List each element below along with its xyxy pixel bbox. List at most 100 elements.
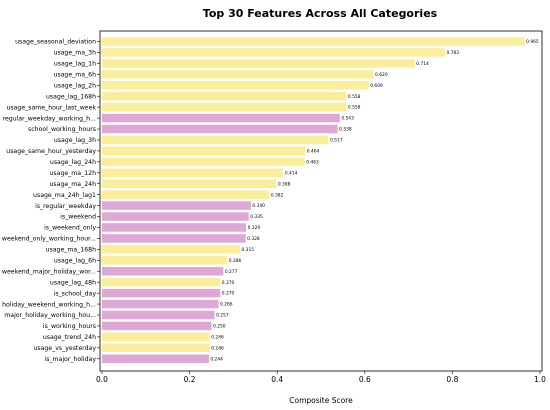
bar-2 [102, 59, 415, 68]
value-label: 0.270 [222, 280, 235, 286]
category-label: weekend_only_working_hour... [2, 236, 96, 243]
x-tick-label: 0.0 [96, 375, 108, 384]
bar-8 [102, 124, 338, 134]
bar-5 [102, 91, 347, 101]
value-label: 0.250 [213, 324, 226, 330]
value-label: 0.543 [341, 116, 354, 122]
x-tick-label: 0.6 [359, 375, 371, 384]
bar-0 [102, 37, 525, 46]
value-label: 0.538 [339, 127, 352, 133]
value-label: 0.398 [278, 181, 291, 187]
category-label: usage_lag_48h [50, 279, 96, 286]
bar-20 [102, 256, 228, 265]
bar-15 [102, 201, 251, 210]
category-label: usage_lag_3h [54, 137, 96, 144]
category-label: is_working_hours [43, 323, 96, 330]
bar-1 [102, 48, 445, 57]
x-axis-label: Composite Score [289, 396, 353, 405]
category-label: is_major_holiday [44, 356, 96, 363]
bar-28 [102, 343, 210, 353]
bar-19 [102, 245, 240, 254]
value-label: 0.244 [210, 356, 223, 362]
value-label: 0.246 [211, 334, 224, 340]
bar-13 [102, 179, 277, 188]
bar-4 [102, 81, 369, 90]
category-label: usage_ma_24h_lag1 [33, 192, 96, 199]
category-label: usage_same_hour_last_week [7, 104, 97, 111]
bar-3 [102, 70, 374, 79]
value-label: 0.329 [248, 225, 261, 231]
value-label: 0.517 [330, 138, 343, 144]
category-label: usage_ma_12h [50, 170, 97, 177]
value-label: 0.277 [225, 269, 238, 275]
category-label: usage_seasonal_deviation [15, 39, 96, 46]
bar-18 [102, 234, 246, 243]
value-label: 0.328 [247, 236, 260, 242]
bar-24 [102, 299, 219, 309]
x-axis-ticks: 0.0 0.2 0.4 0.6 0.8 1.0 [96, 371, 546, 384]
value-label: 0.286 [229, 258, 242, 264]
bar-25 [102, 310, 215, 320]
value-label: 0.558 [348, 94, 361, 100]
value-label: 0.464 [307, 149, 320, 155]
bar-27 [102, 332, 210, 342]
value-label: 0.620 [375, 72, 388, 78]
bar-26 [102, 321, 212, 331]
category-label: usage_vs_yesterday [34, 345, 97, 352]
category-label: usage_lag_2h [54, 82, 96, 89]
value-label: 0.609 [370, 83, 383, 89]
bar-11 [102, 157, 305, 167]
category-label: major_holiday_working_hou... [4, 312, 96, 319]
bar-17 [102, 223, 247, 232]
category-label: usage_lag_24h [50, 159, 96, 166]
value-labels: 0.965 0.783 0.714 0.620 0.609 0.558 0.558 0.543… [210, 39, 539, 362]
value-label: 0.246 [211, 345, 224, 351]
category-label: is_weekend_only [44, 225, 96, 232]
category-label: holiday_weekend_working_h... [2, 301, 96, 308]
value-label: 0.965 [526, 39, 539, 45]
value-label: 0.270 [222, 291, 235, 297]
x-tick-label: 0.4 [271, 375, 283, 384]
plot-frame [99, 30, 543, 372]
value-label: 0.414 [285, 170, 298, 176]
x-tick-label: 1.0 [534, 375, 546, 384]
value-label: 0.382 [271, 192, 284, 198]
value-label: 0.463 [306, 159, 319, 165]
value-label: 0.257 [216, 313, 229, 319]
value-label: 0.335 [250, 214, 263, 220]
bar-9 [102, 135, 329, 145]
x-tick-label: 0.8 [446, 375, 458, 384]
value-label: 0.714 [416, 61, 429, 67]
bar-group [102, 37, 525, 364]
category-label: usage_lag_6h [54, 258, 96, 265]
bar-21 [102, 266, 224, 276]
bar-23 [102, 288, 221, 298]
category-labels: usage_seasonal_deviation usage_ma_3husage… [2, 39, 100, 363]
value-label: 0.340 [252, 203, 265, 209]
bar-14 [102, 190, 270, 199]
category-label: regular_weekday_working_h... [3, 115, 96, 122]
bar-16 [102, 212, 249, 221]
category-label: usage_ma_24h [50, 181, 97, 188]
category-label: is_regular_weekday [35, 203, 96, 210]
category-label: usage_ma_3h [53, 50, 96, 57]
value-label: 0.315 [241, 247, 254, 253]
value-label: 0.783 [446, 50, 459, 56]
bar-22 [102, 277, 221, 287]
category-label: weekend_major_holiday_wor... [2, 268, 96, 275]
bar-10 [102, 146, 306, 156]
bar-6 [102, 102, 347, 112]
category-label: usage_trend_24h [43, 334, 96, 341]
value-label: 0.558 [348, 105, 361, 111]
x-tick-label: 0.2 [184, 375, 196, 384]
value-label: 0.266 [220, 302, 233, 308]
category-label: is_school_day [54, 290, 97, 297]
bar-7 [102, 113, 340, 123]
category-label: usage_lag_1h [54, 61, 96, 68]
category-label: school_working_hours [28, 126, 96, 133]
category-label: is_weekend [60, 214, 96, 221]
category-label: usage_lag_168h [46, 93, 96, 100]
chart-title: Top 30 Features Across All Categories [203, 7, 438, 20]
bar-29 [102, 354, 209, 364]
